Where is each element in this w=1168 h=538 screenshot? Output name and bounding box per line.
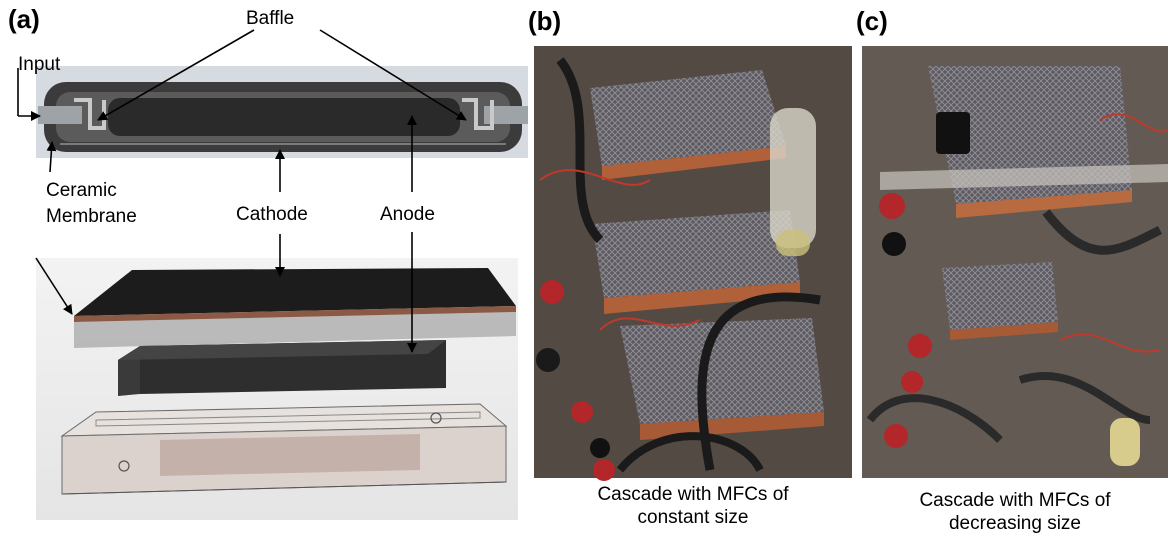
baffle-right xyxy=(462,98,494,130)
caption-constant-size-line1: Cascade with MFCs of xyxy=(597,484,789,505)
label-ceramic-membrane-2: Membrane xyxy=(46,206,137,227)
exploded-view xyxy=(36,258,518,520)
label-cathode: Cathode xyxy=(236,204,308,225)
cathode-plate xyxy=(74,268,516,316)
caption-constant-size: Cascade with MFCs of constant size xyxy=(534,484,852,530)
photo-constant-size-cascade xyxy=(534,46,852,481)
panel-label-c: (c) xyxy=(856,6,888,36)
caption-constant-size-line2: constant size xyxy=(637,506,749,528)
panel-label-a: (a) xyxy=(8,4,40,34)
ceramic-membrane-edge xyxy=(74,306,516,322)
label-input: Input xyxy=(18,54,61,75)
cross-section-diagram xyxy=(36,66,528,158)
caption-decreasing-size-line1: Cascade with MFCs of xyxy=(919,490,1111,511)
caption-decreasing-size: Cascade with MFCs of decreasing size xyxy=(862,490,1168,536)
annotation-arrows xyxy=(17,29,467,353)
label-anode: Anode xyxy=(380,204,435,225)
panel-label-b: (b) xyxy=(528,6,562,36)
label-ceramic-membrane-1: Ceramic xyxy=(46,180,117,201)
anode-chamber xyxy=(108,98,460,136)
label-baffle: Baffle xyxy=(246,8,295,29)
caption-decreasing-size-line2: decreasing size xyxy=(948,512,1082,534)
photo-decreasing-size-cascade xyxy=(862,46,1168,478)
